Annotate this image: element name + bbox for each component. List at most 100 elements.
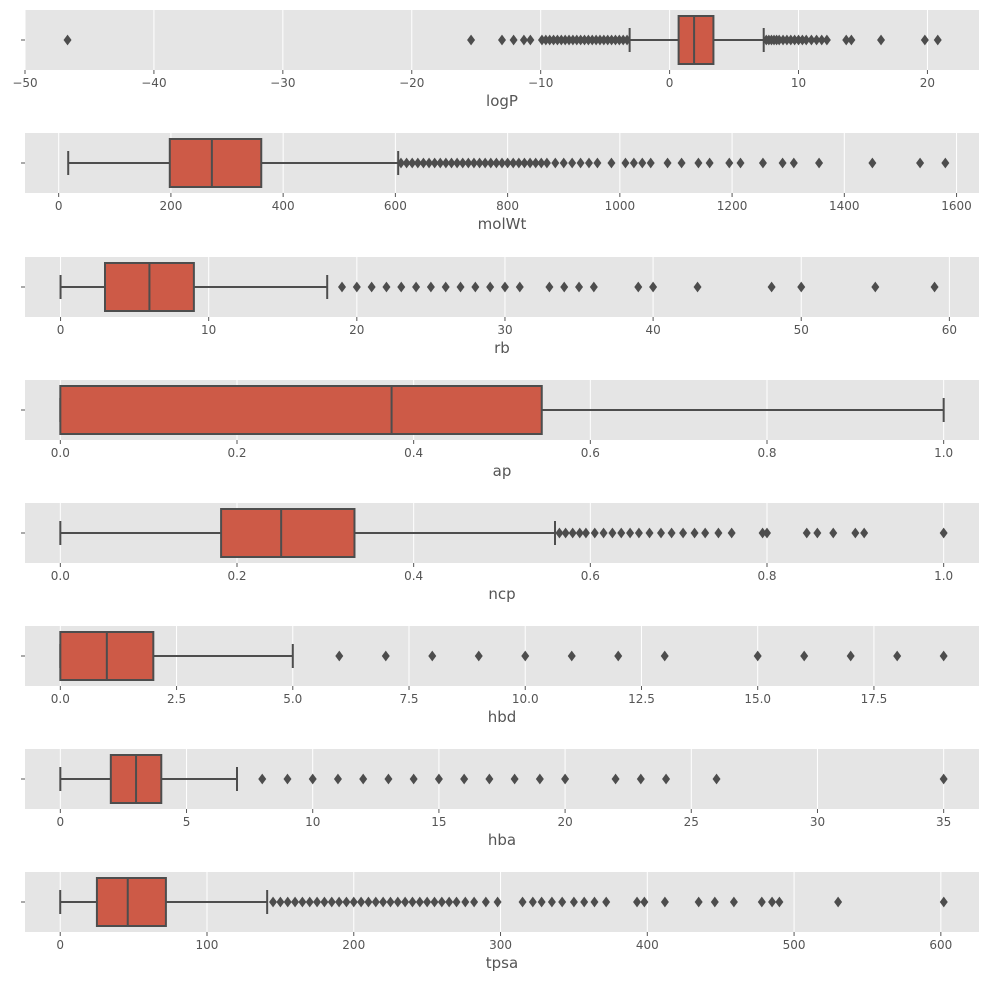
outlier-point [626, 527, 635, 539]
x-tick-label: 0.0 [51, 446, 70, 460]
outlier-point [327, 896, 336, 908]
x-axis-label: rb [494, 339, 510, 357]
x-tick-label: −50 [12, 76, 37, 90]
x-tick-label: 0.0 [51, 692, 70, 706]
outlier-point [813, 527, 822, 539]
x-axis-label: hbd [488, 708, 517, 726]
outlier-point [559, 157, 568, 169]
x-tick-label: 0 [56, 938, 64, 952]
outlier-point [305, 896, 314, 908]
outlier-point [535, 773, 544, 785]
outlier-point [413, 157, 422, 169]
outlier-point [829, 527, 838, 539]
outlier-point [545, 281, 554, 293]
outlier-point [481, 896, 490, 908]
outlier-point [939, 527, 948, 539]
outlier-point [519, 34, 528, 46]
outlier-point [430, 896, 439, 908]
subplot-rb: 0 10 20 30 40 50 60 rb [21, 257, 979, 357]
outlier-point [623, 34, 632, 46]
outlier-point [649, 281, 658, 293]
x-tick-label: 1.0 [934, 446, 953, 460]
x-tick-label: 600 [384, 199, 407, 213]
x-tick-label: 400 [636, 938, 659, 952]
outlier-point [458, 157, 467, 169]
outlier-point [419, 157, 428, 169]
outlier-point [445, 896, 454, 908]
outlier-point [498, 34, 506, 46]
outlier-point [313, 896, 322, 908]
outlier-point [736, 157, 745, 169]
subplot-hba: 0 5 10 15 20 25 30 35 hba [21, 749, 979, 849]
outlier-point [617, 527, 626, 539]
outlier-point [778, 157, 787, 169]
outlier-point [725, 157, 734, 169]
outlier-point [436, 157, 445, 169]
outlier-point [283, 896, 292, 908]
outlier-point [441, 281, 450, 293]
outlier-point [428, 650, 437, 662]
outlier-point [871, 281, 880, 293]
outlier-point [528, 896, 537, 908]
outlier-point [291, 896, 300, 908]
outlier-point [493, 896, 502, 908]
outlier-point [710, 896, 719, 908]
x-tick-label: 15 [431, 815, 446, 829]
outlier-point [352, 281, 361, 293]
x-tick-label: 7.5 [399, 692, 418, 706]
outlier-point [916, 157, 925, 169]
outlier-point [379, 896, 388, 908]
outlier-point [503, 157, 512, 169]
outlier-point [461, 896, 470, 908]
x-axis-label: ap [493, 462, 512, 480]
outlier-point [486, 281, 495, 293]
outlier-point [456, 281, 465, 293]
outlier-point [558, 896, 567, 908]
outlier-point [694, 157, 703, 169]
outlier-point [834, 896, 843, 908]
outlier-point [590, 527, 599, 539]
outlier-point [581, 527, 590, 539]
outlier-point [667, 527, 676, 539]
outlier-point [775, 896, 784, 908]
x-tick-label: 5 [183, 815, 191, 829]
outlier-point [860, 527, 869, 539]
x-tick-label: 100 [196, 938, 219, 952]
outlier-point [679, 527, 688, 539]
outlier-point [425, 157, 434, 169]
outlier-point [509, 157, 518, 169]
outlier-point [386, 896, 395, 908]
outlier-point [621, 157, 630, 169]
outlier-point [381, 650, 390, 662]
x-tick-label: 0 [55, 199, 63, 213]
outlier-point [607, 157, 616, 169]
outlier-point [757, 896, 766, 908]
outlier-point [412, 281, 421, 293]
x-tick-label: 0.6 [581, 569, 600, 583]
outlier-point [349, 896, 358, 908]
outlier-point [408, 896, 417, 908]
outlier-point [677, 157, 686, 169]
outlier-point [551, 157, 560, 169]
outlier-point [357, 896, 366, 908]
x-tick-label: 1000 [605, 199, 636, 213]
subplot-tpsa: 0 100 200 300 400 500 600 tpsa [21, 872, 979, 972]
outlier-point [560, 281, 569, 293]
outlier-point [933, 34, 942, 46]
outlier-point [409, 773, 418, 785]
x-tick-label: 0.2 [227, 569, 246, 583]
outlier-point [690, 527, 699, 539]
outlier-point [402, 157, 411, 169]
x-tick-label: −40 [141, 76, 166, 90]
outlier-point [475, 157, 484, 169]
x-tick-label: 1600 [941, 199, 972, 213]
x-tick-label: 0 [666, 76, 674, 90]
x-tick-label: 800 [496, 199, 519, 213]
outlier-point [753, 650, 762, 662]
outlier-point [470, 896, 479, 908]
outlier-point [464, 157, 473, 169]
outlier-point [568, 527, 577, 539]
outlier-point [575, 527, 584, 539]
outlier-point [868, 157, 877, 169]
outlier-point [847, 34, 856, 46]
